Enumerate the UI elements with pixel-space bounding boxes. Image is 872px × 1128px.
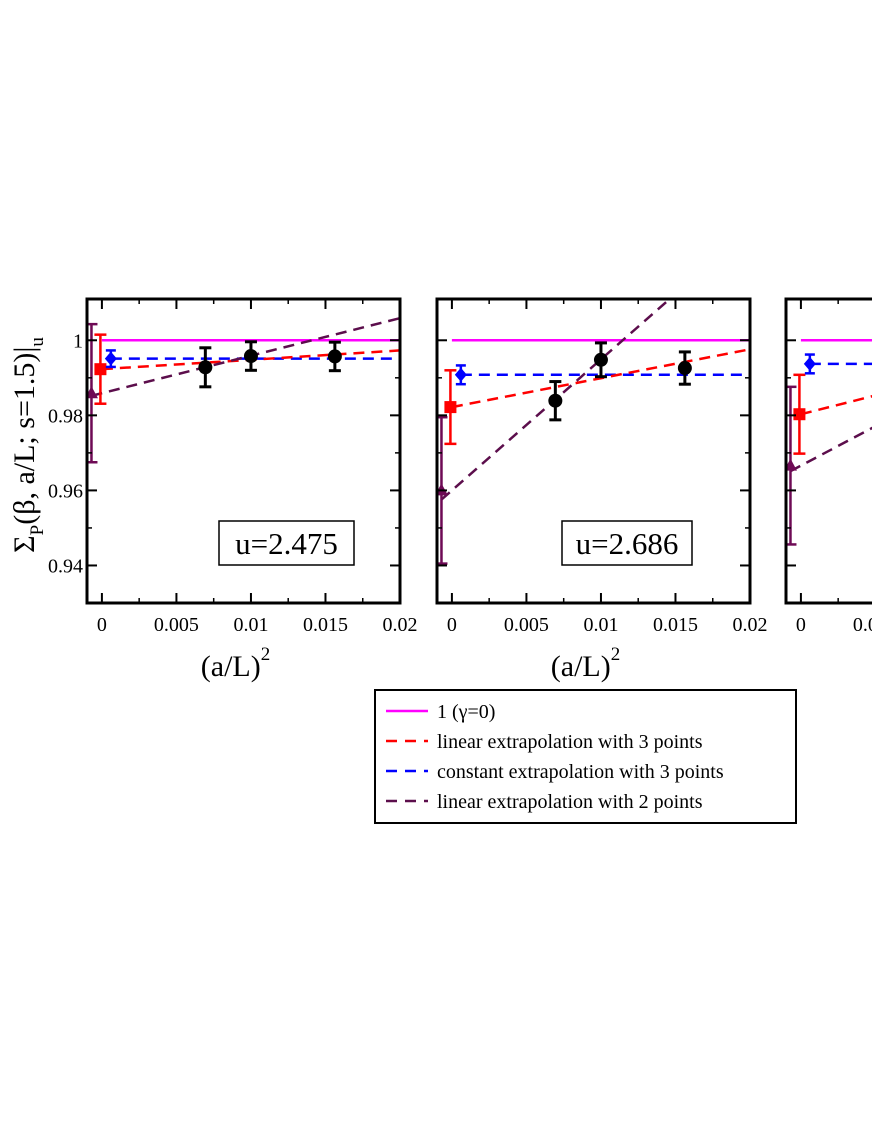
x-tick-label: 0.005	[504, 614, 549, 636]
line-linear-3pts	[451, 348, 750, 409]
data-point-3	[327, 349, 342, 364]
x-tick-label: 0	[447, 614, 457, 636]
panel-label: u=2.686	[576, 526, 679, 561]
panel-plot-area	[87, 316, 400, 464]
y-axis-title: ΣP(β, a/L; s=1.5)|u	[8, 337, 48, 553]
x-axis-title: (a/L)2	[551, 644, 620, 683]
panel-plot-area	[786, 339, 872, 546]
lin3-extrapolated-point	[94, 363, 107, 376]
line-linear-2pts	[789, 426, 872, 473]
const3-extrapolated-point	[803, 356, 816, 371]
lin3-extrapolated-point	[793, 408, 806, 421]
data-point-1	[198, 360, 213, 375]
lin2-extrapolated-point	[437, 483, 448, 496]
const3-extrapolated-point	[104, 351, 117, 366]
y-tick-label: 0.98	[48, 405, 83, 427]
data-point-2	[243, 349, 258, 364]
panel-1: 0 0.005 0.01 0.015 0.02 0.94 0.96 0.98 1 (a/L)2 u=…	[48, 297, 418, 683]
x-tick-label: 0.01	[233, 614, 268, 636]
panel-2: 0 0.005 0.01 0.015 0.02 (a/L)2 u=2.686	[435, 297, 768, 683]
chart-panels: 0 0.005 0.01 0.015 0.02 0.94 0.96 0.98 1 (a/L)2 u=…	[48, 297, 872, 683]
x-tick-label: 0.01	[583, 614, 618, 636]
data-point-1	[548, 393, 563, 408]
panel-frame	[435, 297, 752, 605]
legend-box	[374, 689, 797, 824]
panel-label: u=2.475	[235, 526, 338, 561]
x-tick-label: 0.005	[154, 614, 199, 636]
y-tick-label: 1	[73, 330, 83, 352]
legend-label-4: linear extrapolation with 2 points	[437, 791, 703, 813]
lin2-extrapolated-point	[87, 386, 98, 399]
x-tick-label: 0.02	[733, 614, 768, 636]
legend-label-2: linear extrapolation with 3 points	[437, 731, 703, 753]
x-tick-label: 0.015	[653, 614, 698, 636]
data-point-2	[593, 352, 608, 367]
panel-label-box	[218, 520, 355, 566]
lin2-extrapolated-point	[786, 458, 797, 471]
legend: 1 (γ=0) linear extrapolation with 3 point…	[374, 689, 797, 824]
y-axis-subscript-p: P	[27, 525, 48, 536]
line-linear-3pts	[800, 395, 872, 416]
y-axis-subscript-u: u	[27, 337, 48, 347]
legend-label-1: 1 (γ=0)	[437, 701, 495, 723]
const3-extrapolated-point	[454, 367, 467, 382]
panel-frame	[784, 297, 872, 605]
legend-label-3: constant extrapolation with 3 points	[437, 761, 724, 783]
panel-frame	[85, 297, 402, 605]
panel-plot-area	[437, 299, 750, 565]
panel-label-box	[561, 520, 693, 566]
y-tick-label: 0.96	[48, 480, 83, 502]
x-tick-label: 0	[97, 614, 107, 636]
x-tick-label: 0	[796, 614, 806, 636]
x-axis-title: (a/L)2	[201, 644, 270, 683]
x-tick-label: 0.005	[853, 614, 872, 636]
x-tick-label: 0.015	[303, 614, 348, 636]
x-tick-label: 0.02	[383, 614, 418, 636]
y-tick-label: 0.94	[48, 555, 83, 577]
data-point-3	[677, 361, 692, 376]
lin3-extrapolated-point	[444, 401, 457, 414]
